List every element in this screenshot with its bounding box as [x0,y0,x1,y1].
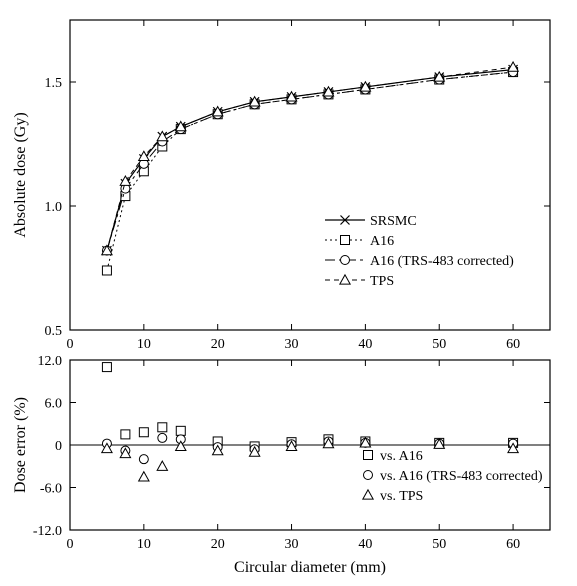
series-tps [102,62,519,255]
legend-item-eA16c: vs. A16 (TRS-483 corrected) [364,469,543,484]
svg-text:1.0: 1.0 [45,200,63,215]
svg-text:20: 20 [211,337,225,352]
svg-text:40: 40 [358,537,372,552]
svg-text:A16 (TRS-483 corrected): A16 (TRS-483 corrected) [370,254,514,269]
svg-text:A16: A16 [370,234,394,249]
svg-text:vs. A16: vs. A16 [380,449,423,464]
svg-text:0: 0 [67,337,74,352]
svg-text:Dose error (%): Dose error (%) [12,397,29,493]
svg-text:30: 30 [285,337,299,352]
figure: 0 10 20 30 40 50 60 0.5 1.0 1.5 Absolute dose (Gy)… [0,0,577,586]
svg-text:-6.0: -6.0 [40,482,62,497]
svg-text:50: 50 [432,337,446,352]
series-eA16c [102,433,517,463]
legend-item-srsmc: SRSMC [325,214,417,229]
svg-text:SRSMC: SRSMC [370,214,417,229]
legend-item-eTPS: vs. TPS [363,489,424,504]
svg-text:Circular diameter (mm): Circular diameter (mm) [234,559,386,576]
series-srsmc [102,65,517,255]
svg-text:60: 60 [506,337,520,352]
chart-svg: 0 10 20 30 40 50 60 0.5 1.0 1.5 Absolute dose (Gy)… [0,0,577,586]
svg-text:10: 10 [137,537,151,552]
series-a16 [102,68,517,275]
legend-item-eA16: vs. A16 [364,449,423,464]
svg-text:Absolute dose (Gy): Absolute dose (Gy) [12,112,29,237]
svg-text:vs. A16 (TRS-483 corrected): vs. A16 (TRS-483 corrected) [380,469,543,484]
legend-item-tps: TPS [325,274,394,289]
svg-text:50: 50 [432,537,446,552]
legend-item-a16c: A16 (TRS-483 corrected) [325,254,514,269]
svg-text:0: 0 [67,537,74,552]
svg-text:vs. TPS: vs. TPS [380,489,423,504]
series-a16c [102,68,517,256]
svg-text:-12.0: -12.0 [33,524,62,539]
svg-text:0: 0 [55,439,62,454]
svg-text:20: 20 [211,537,225,552]
svg-text:60: 60 [506,537,520,552]
svg-text:1.5: 1.5 [45,76,63,91]
svg-text:TPS: TPS [370,274,394,289]
svg-text:6.0: 6.0 [45,397,63,412]
svg-text:12.0: 12.0 [38,354,63,369]
svg-text:30: 30 [285,537,299,552]
svg-text:0.5: 0.5 [45,324,63,339]
legend-item-a16: A16 [325,234,394,249]
svg-text:40: 40 [358,337,372,352]
svg-text:10: 10 [137,337,151,352]
